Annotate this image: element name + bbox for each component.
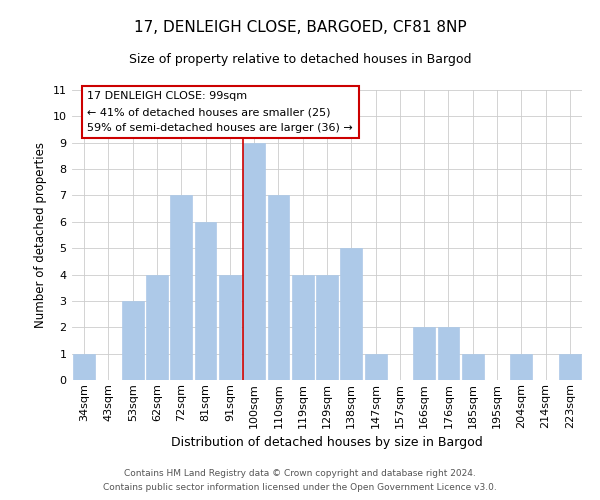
Bar bbox=[559, 354, 581, 380]
Bar bbox=[437, 328, 460, 380]
Bar bbox=[243, 142, 265, 380]
Bar bbox=[413, 328, 435, 380]
Bar bbox=[170, 196, 192, 380]
Bar bbox=[511, 354, 532, 380]
Bar bbox=[219, 274, 241, 380]
Text: 17, DENLEIGH CLOSE, BARGOED, CF81 8NP: 17, DENLEIGH CLOSE, BARGOED, CF81 8NP bbox=[134, 20, 466, 35]
Bar bbox=[122, 301, 143, 380]
Text: Size of property relative to detached houses in Bargod: Size of property relative to detached ho… bbox=[129, 52, 471, 66]
Bar bbox=[268, 196, 289, 380]
X-axis label: Distribution of detached houses by size in Bargod: Distribution of detached houses by size … bbox=[171, 436, 483, 449]
Bar bbox=[365, 354, 386, 380]
Bar bbox=[73, 354, 95, 380]
Bar bbox=[316, 274, 338, 380]
Bar bbox=[194, 222, 217, 380]
Y-axis label: Number of detached properties: Number of detached properties bbox=[34, 142, 47, 328]
Bar bbox=[292, 274, 314, 380]
Bar bbox=[462, 354, 484, 380]
Bar bbox=[146, 274, 168, 380]
Text: Contains HM Land Registry data © Crown copyright and database right 2024.: Contains HM Land Registry data © Crown c… bbox=[124, 468, 476, 477]
Text: 17 DENLEIGH CLOSE: 99sqm
← 41% of detached houses are smaller (25)
59% of semi-d: 17 DENLEIGH CLOSE: 99sqm ← 41% of detach… bbox=[88, 92, 353, 132]
Text: Contains public sector information licensed under the Open Government Licence v3: Contains public sector information licen… bbox=[103, 484, 497, 492]
Bar bbox=[340, 248, 362, 380]
